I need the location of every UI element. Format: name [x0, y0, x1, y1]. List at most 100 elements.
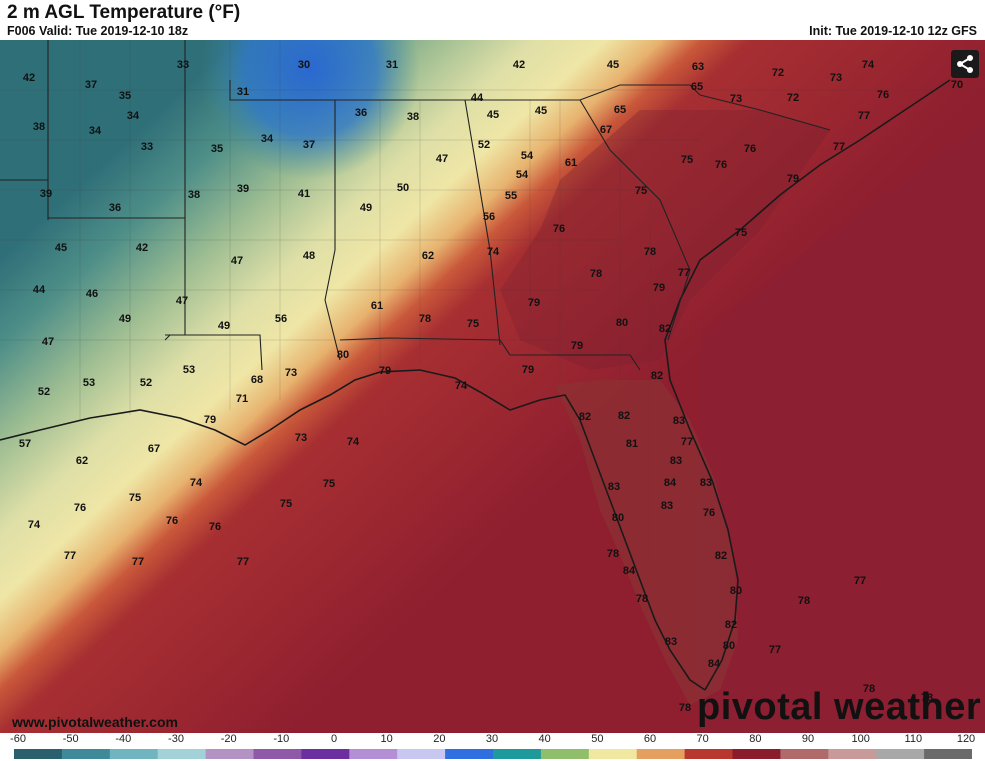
temperature-label: 45 [607, 59, 619, 71]
temperature-label: 61 [371, 300, 383, 312]
temperature-label: 45 [487, 109, 499, 121]
temperature-label: 83 [700, 477, 712, 489]
temperature-label: 34 [127, 110, 140, 122]
temperature-label: 63 [692, 61, 704, 73]
temperature-label: 53 [83, 377, 95, 389]
temperature-label: 61 [565, 157, 577, 169]
temperature-label: 81 [626, 438, 638, 450]
temperature-label: 76 [877, 89, 889, 101]
temperature-label: 83 [670, 455, 682, 467]
temperature-label: 80 [723, 640, 735, 652]
temperature-label: 67 [600, 124, 612, 136]
temperature-label: 83 [608, 481, 620, 493]
temperature-label: 77 [858, 110, 870, 122]
temperature-label: 31 [386, 59, 398, 71]
state-borders [0, 40, 831, 371]
colorbar-tick-label: 30 [485, 733, 499, 745]
temperature-label: 44 [471, 92, 484, 104]
temperature-label: 41 [298, 188, 310, 200]
temperature-label: 80 [616, 317, 628, 329]
county-lines [0, 40, 985, 560]
temperature-label: 39 [237, 183, 249, 195]
temperature-label: 62 [422, 250, 434, 262]
temperature-label: 73 [285, 367, 297, 379]
colorbar-tick-label: 50 [591, 733, 604, 745]
colorbar-segment [924, 749, 972, 759]
temperature-label: 75 [467, 318, 479, 330]
temperature-label: 78 [679, 702, 691, 714]
colorbar-segment [828, 749, 877, 759]
colorbar-segment [876, 749, 925, 759]
colorbar-segment [157, 749, 207, 759]
colorbar-strip [14, 749, 972, 759]
colorbar-tick-label: -30 [168, 733, 184, 745]
temperature-label: 70 [951, 79, 963, 91]
colorbar-tick-label: -50 [62, 733, 79, 745]
temperature-label: 46 [86, 288, 98, 300]
temperature-label: 74 [455, 380, 468, 392]
colorbar-segment [732, 749, 781, 759]
temperature-label: 78 [863, 683, 875, 695]
temperature-label: 52 [478, 139, 490, 151]
colorbar-segment [636, 749, 686, 759]
temperature-label: 74 [28, 519, 41, 531]
temperature-label: 45 [55, 242, 67, 254]
colorbar-tick-label: 80 [749, 733, 762, 745]
temperature-label: 30 [298, 59, 310, 71]
colorbar-tick-label: 120 [956, 733, 976, 745]
temperature-label: 48 [303, 250, 315, 262]
share-icon[interactable] [951, 50, 979, 78]
colorbar-tick-label: -20 [220, 733, 237, 745]
temperature-label: 42 [513, 59, 525, 71]
temperature-label: 49 [119, 313, 131, 325]
temperature-labels: 33 30 31 42 45 63 72 73 74 42 37 31 65 70 35 44 73 72 76 34… [19, 59, 963, 714]
temperature-label: 54 [521, 150, 534, 162]
temperature-label: 68 [251, 374, 263, 386]
temperature-label: 34 [261, 133, 274, 145]
colorbar-segment [109, 749, 159, 759]
temperature-label: 78 [636, 593, 648, 605]
temperature-label: 82 [618, 410, 630, 422]
temperature-label: 75 [323, 478, 335, 490]
temperature-label: 79 [522, 364, 534, 376]
gulf-coastline [0, 369, 706, 691]
temperature-label: 75 [635, 185, 647, 197]
temperature-label: 76 [166, 515, 178, 527]
temperature-label: 37 [85, 79, 97, 91]
temperature-label: 77 [678, 267, 690, 279]
temperature-label: 78 [798, 595, 810, 607]
temperature-label: 56 [483, 211, 495, 223]
colorbar-segment [61, 749, 111, 759]
temperature-label: 47 [436, 153, 448, 165]
temperature-label: 82 [651, 370, 663, 382]
colorbar: -60 -50 -40 -30 -20 -10 0 10 20 30 40 50 60 70 80 90 100… [0, 733, 985, 761]
colorbar-segment [14, 749, 63, 759]
temperature-label: 71 [236, 393, 248, 405]
temperature-label: 55 [505, 190, 517, 202]
temperature-label: 38 [33, 121, 45, 133]
temperature-label: 49 [218, 320, 230, 332]
temperature-label: 65 [614, 104, 626, 116]
temperature-label: 38 [188, 189, 200, 201]
colorbar-segment [780, 749, 829, 759]
temperature-label: 84 [664, 477, 677, 489]
temperature-label: 76 [715, 159, 727, 171]
temperature-label: 74 [862, 59, 875, 71]
temperature-label: 74 [347, 436, 360, 448]
temperature-label: 33 [177, 59, 189, 71]
temperature-label: 82 [659, 323, 671, 335]
temperature-label: 42 [23, 72, 35, 84]
temperature-label: 47 [231, 255, 243, 267]
colorbar-tick-label: 60 [643, 733, 657, 745]
atlantic-coastline [664, 79, 951, 691]
temperature-label: 65 [691, 81, 703, 93]
temperature-label: 77 [833, 141, 845, 153]
temperature-label: 76 [703, 507, 715, 519]
temperature-label: 37 [303, 139, 315, 151]
temperature-label: 42 [136, 242, 148, 254]
temperature-map[interactable]: 33 30 31 42 45 63 72 73 74 42 37 31 65 70 35 44 73 72 76 34… [0, 40, 985, 733]
temperature-label: 56 [275, 313, 287, 325]
temperature-label: 49 [360, 202, 372, 214]
temperature-label: 79 [653, 282, 665, 294]
temperature-label: 72 [787, 92, 799, 104]
